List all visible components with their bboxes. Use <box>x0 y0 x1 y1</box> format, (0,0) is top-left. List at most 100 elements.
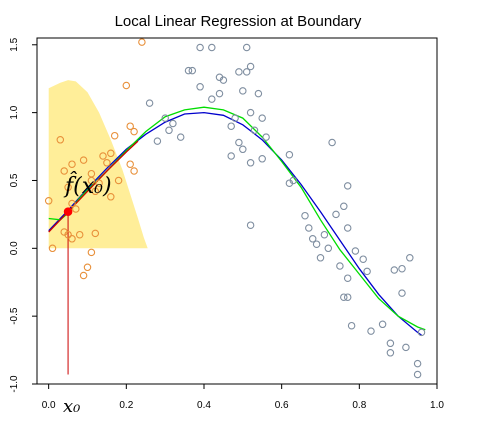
data-point <box>83 263 92 272</box>
data-point <box>367 327 375 335</box>
data-point <box>254 89 263 98</box>
data-point <box>95 179 103 187</box>
data-point <box>91 187 100 196</box>
data-point <box>308 235 317 243</box>
data-point <box>246 159 255 167</box>
data-point <box>176 133 185 141</box>
data-point <box>343 182 352 190</box>
data-point <box>130 167 138 175</box>
curve-true-function <box>48 111 422 336</box>
data-point <box>56 136 65 144</box>
data-point <box>169 119 177 128</box>
data-point <box>110 131 119 140</box>
data-point <box>258 114 266 122</box>
data-point <box>184 66 193 75</box>
data-point <box>239 87 247 95</box>
data-point <box>332 210 340 219</box>
x-tick-label: 0.4 <box>197 400 211 411</box>
data-point <box>246 221 255 229</box>
data-point <box>126 160 134 168</box>
data-point <box>196 43 204 52</box>
data-point <box>246 62 255 71</box>
data-point <box>398 264 406 273</box>
data-point <box>242 68 251 76</box>
data-point <box>231 114 239 122</box>
data-point <box>215 89 224 98</box>
data-point <box>347 321 356 330</box>
data-point <box>343 224 352 232</box>
data-point <box>239 145 247 154</box>
data-point <box>87 176 96 185</box>
data-point <box>312 240 321 248</box>
data-point <box>301 211 309 220</box>
data-point <box>363 267 371 276</box>
data-point <box>328 138 336 147</box>
data-point <box>343 274 352 282</box>
data-point <box>242 43 251 52</box>
data-point <box>386 339 395 348</box>
data-point <box>48 244 57 253</box>
data-point <box>289 176 298 185</box>
data-point <box>235 68 243 76</box>
y-tick-label: 1.0 <box>9 105 20 119</box>
data-point <box>413 359 422 368</box>
data-point <box>79 271 88 280</box>
data-point <box>87 248 96 257</box>
data-point <box>75 230 84 239</box>
fitted-point <box>63 207 73 216</box>
data-point <box>340 293 348 301</box>
data-point <box>324 244 333 253</box>
data-point <box>208 95 216 103</box>
y-tick-label: 0.0 <box>9 241 20 255</box>
y-tick-label: 1.5 <box>9 37 20 51</box>
data-point <box>320 230 329 239</box>
x-tick-label: 0.0 <box>42 400 56 411</box>
data-point <box>68 160 76 168</box>
chart-title: Local Linear Regression at Boundary <box>115 13 362 30</box>
data-point <box>417 328 426 337</box>
data-point <box>68 235 76 243</box>
data-point <box>68 199 76 208</box>
data-point <box>44 197 53 205</box>
x-tick-label: 0.6 <box>275 400 289 411</box>
y-tick-label: -1.0 <box>9 375 20 393</box>
data-point <box>60 167 68 175</box>
data-point <box>406 254 414 262</box>
series-other-observations <box>145 43 426 379</box>
data-point <box>316 254 325 262</box>
data-point <box>107 149 115 158</box>
data-point <box>114 176 123 185</box>
data-point <box>122 81 131 90</box>
x-tick-label: 0.8 <box>352 400 366 411</box>
data-point <box>235 138 243 147</box>
data-point <box>402 343 410 352</box>
data-point <box>343 293 352 301</box>
data-point <box>258 155 266 163</box>
data-point <box>386 349 395 357</box>
data-point <box>130 127 138 136</box>
series-observations-in-neighborhood <box>44 38 146 280</box>
data-point <box>398 289 406 297</box>
x0-label: x₀ <box>63 396 80 417</box>
data-point <box>138 38 146 46</box>
plot-frame <box>36 37 438 385</box>
data-point <box>79 156 88 164</box>
data-point <box>99 152 107 160</box>
data-point <box>103 159 111 167</box>
data-point <box>227 152 235 160</box>
data-point <box>250 126 259 135</box>
data-point <box>153 137 162 145</box>
data-point <box>126 122 134 130</box>
data-point <box>262 133 270 141</box>
data-point <box>161 114 169 122</box>
fhat-label: f̂(x₀) <box>63 172 112 199</box>
data-point <box>340 202 348 211</box>
data-point <box>359 255 367 263</box>
data-point <box>196 83 204 91</box>
curve-local-linear-fit-at-x0 <box>48 140 139 233</box>
y-tick-label: -0.5 <box>9 307 20 325</box>
data-point <box>305 224 313 232</box>
data-point <box>107 193 115 201</box>
data-point <box>336 262 344 270</box>
